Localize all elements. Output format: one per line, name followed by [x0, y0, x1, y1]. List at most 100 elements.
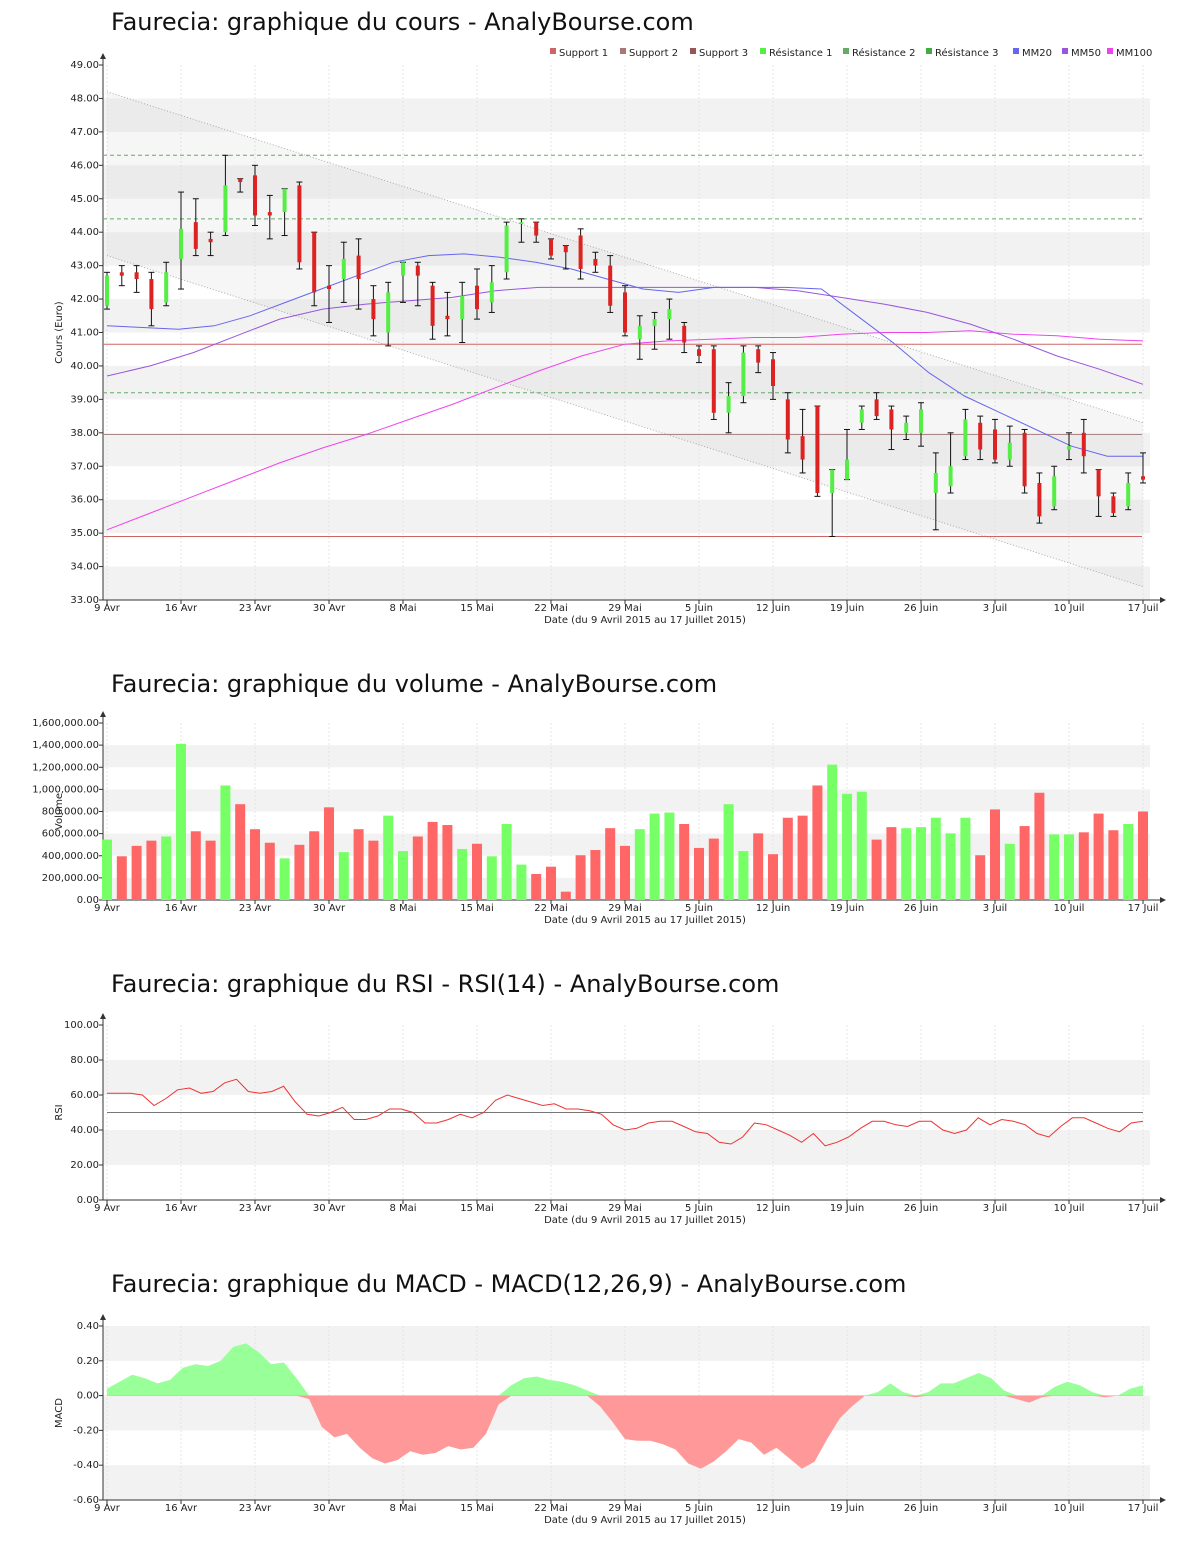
volume-bar	[383, 815, 394, 900]
volume-bar	[708, 838, 719, 900]
price-ytick-label: 48.00	[70, 93, 99, 104]
volume-xtick-label: 3 Juil	[983, 903, 1007, 914]
candle-body	[327, 285, 331, 290]
volume-xtick-label: 22 Mai	[534, 903, 567, 914]
candle-body	[297, 185, 302, 263]
volume-xtick-label: 10 Juil	[1054, 903, 1085, 914]
candle-body	[1022, 432, 1027, 487]
volume-bar	[161, 836, 172, 900]
macd-xtick-label: 15 Mai	[460, 1503, 493, 1514]
price-ytick-label: 45.00	[70, 194, 99, 205]
volume-bar	[264, 842, 275, 900]
candle-body	[978, 422, 983, 450]
macd-xtick-label: 9 Avr	[94, 1503, 121, 1514]
candle-body	[519, 222, 524, 225]
candle-body	[193, 222, 198, 249]
candle-body	[105, 275, 109, 306]
legend-swatch	[760, 48, 766, 54]
macd-chart-title: Faurecia: graphique du MACD - MACD(12,26…	[111, 1270, 907, 1298]
candle-body	[785, 399, 790, 440]
candle-body	[504, 225, 509, 273]
trend-channel-fill	[107, 91, 1143, 587]
macd-y-arrow	[100, 1314, 106, 1320]
candle-body	[1141, 476, 1145, 480]
price-ytick-label: 46.00	[70, 160, 99, 171]
volume-bar	[338, 852, 349, 900]
price-xtick-label: 10 Juil	[1054, 603, 1085, 614]
price-ytick-label: 38.00	[70, 428, 99, 439]
price-xtick-label: 12 Juin	[756, 603, 790, 614]
volume-bar	[916, 827, 926, 900]
macd-ytick-label: -0.20	[73, 1425, 99, 1436]
volume-xtick-label: 19 Juin	[830, 903, 864, 914]
volume-bar	[250, 829, 260, 900]
volume-ytick-label: 600,000.00	[42, 829, 99, 840]
volume-xtick-label: 5 Juin	[685, 903, 713, 914]
candle-body	[608, 265, 613, 306]
candle-body	[267, 212, 272, 216]
volume-bar	[398, 851, 408, 900]
volume-bar	[220, 785, 231, 900]
legend-label: MM100	[1116, 48, 1152, 59]
candle-body	[697, 349, 701, 356]
volume-bar	[634, 829, 645, 900]
candle-body	[223, 185, 228, 233]
volume-xtick-label: 16 Avr	[165, 903, 198, 914]
volume-ytick-label: 1,400,000.00	[32, 740, 99, 751]
macd-negative-area	[107, 1395, 1143, 1469]
macd-xtick-label: 19 Juin	[830, 1503, 864, 1514]
mm100-line	[106, 330, 1144, 531]
volume-bar	[235, 804, 246, 900]
volume-bar	[901, 828, 912, 900]
macd-xtick-label: 10 Juil	[1054, 1503, 1085, 1514]
candle-body	[593, 258, 598, 266]
legend-swatch	[1107, 48, 1113, 54]
rsi-xtick-label: 5 Juin	[685, 1203, 713, 1214]
candle-body	[549, 238, 553, 256]
volume-x-axis-label: Date (du 9 Avril 2015 au 17 Juillet 2015…	[544, 915, 746, 926]
volume-bar	[102, 839, 112, 900]
macd-ytick-label: 0.20	[77, 1356, 99, 1367]
volume-bar	[1078, 832, 1089, 900]
rsi-band	[103, 1060, 1150, 1095]
volume-bar	[324, 807, 334, 900]
rsi-xtick-label: 3 Juil	[983, 1203, 1007, 1214]
rsi-xtick-label: 26 Juin	[904, 1203, 938, 1214]
price-ytick-label: 49.00	[70, 60, 99, 71]
candle-body	[371, 299, 376, 320]
price-band	[103, 566, 1150, 600]
macd-xtick-label: 23 Avr	[239, 1503, 272, 1514]
candle-body	[489, 282, 494, 303]
candle-body	[741, 352, 746, 397]
volume-bar	[930, 817, 941, 900]
price-ytick-label: 44.00	[70, 227, 99, 238]
candle-body	[460, 295, 465, 320]
volume-bar	[560, 891, 571, 900]
volume-xtick-label: 15 Mai	[460, 903, 493, 914]
rsi-xtick-label: 17 Juil	[1128, 1203, 1159, 1214]
macd-xtick-label: 5 Juin	[685, 1503, 713, 1514]
macd-xtick-label: 3 Juil	[983, 1503, 1007, 1514]
volume-bar	[768, 854, 778, 900]
price-band	[103, 98, 1150, 132]
candle-body	[948, 466, 953, 487]
candle-body	[312, 232, 317, 293]
rsi-xtick-label: 30 Avr	[313, 1203, 346, 1214]
candle-body	[682, 325, 687, 343]
candle-body	[845, 459, 849, 480]
legend-label: Résistance 1	[769, 47, 832, 59]
candle-body	[430, 285, 435, 326]
candle-body	[726, 396, 731, 413]
price-ytick-label: 34.00	[70, 562, 99, 573]
volume-x-arrow	[1160, 897, 1166, 903]
macd-chart: -0.60 -0.40 -0.20 0.00 0.20 0.40 9 Avr 16 Avr 23…	[54, 1314, 1166, 1526]
volume-bar	[1123, 823, 1134, 900]
volume-bar	[723, 804, 734, 900]
volume-bar	[620, 845, 630, 900]
candle-body	[1007, 442, 1012, 460]
volume-xtick-label: 26 Juin	[904, 903, 938, 914]
volume-bar	[412, 836, 423, 900]
price-xtick-label: 9 Avr	[94, 603, 121, 614]
volume-ytick-label: 1,200,000.00	[32, 762, 99, 773]
legend-swatch	[843, 48, 849, 54]
